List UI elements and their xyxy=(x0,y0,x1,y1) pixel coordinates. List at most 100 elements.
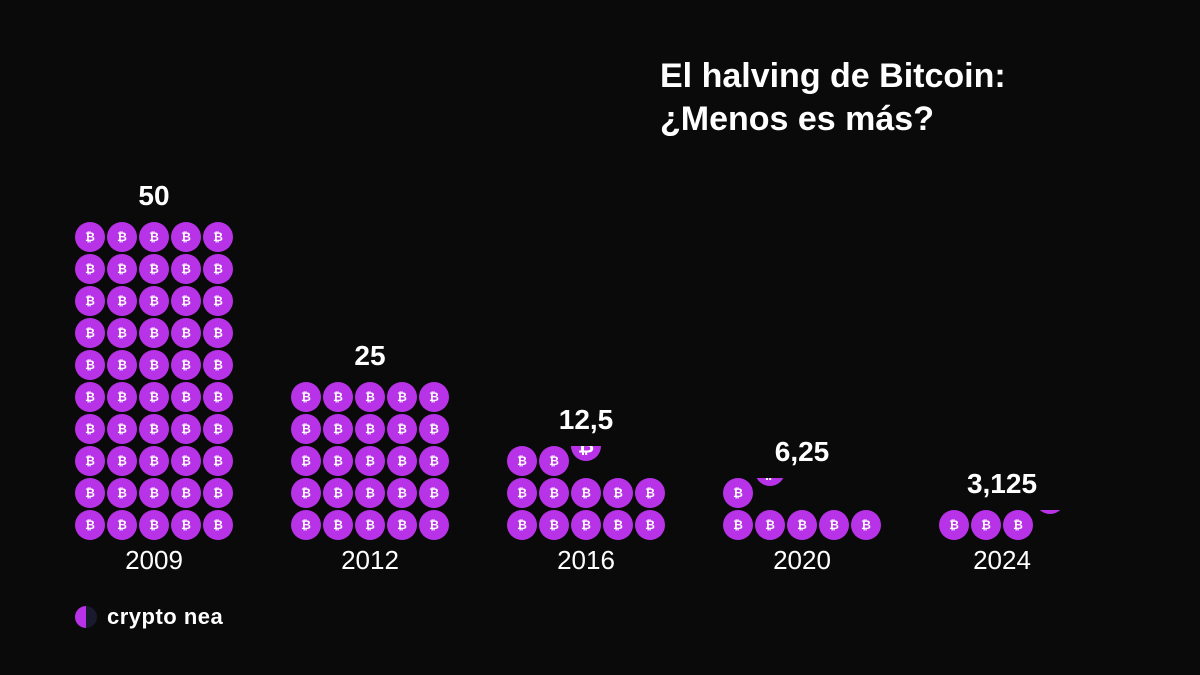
coin-unit: ₿ xyxy=(419,510,449,540)
coin-unit: ₿ xyxy=(507,510,537,540)
coin-unit: ₿ xyxy=(203,382,233,412)
svg-text:₿: ₿ xyxy=(333,486,343,500)
title-line-1: El halving de Bitcoin: xyxy=(660,55,1006,98)
svg-text:₿: ₿ xyxy=(149,390,159,404)
bitcoin-icon: ₿ xyxy=(297,420,315,438)
year-label: 2020 xyxy=(767,545,837,576)
svg-text:₿: ₿ xyxy=(333,390,343,404)
bitcoin-icon: ₿ xyxy=(209,292,227,310)
svg-text:₿: ₿ xyxy=(333,518,343,532)
coin-unit: ₿ xyxy=(107,382,137,412)
coin-unit: ₿ xyxy=(355,510,385,540)
bitcoin-icon: ₿ xyxy=(145,484,163,502)
svg-text:₿: ₿ xyxy=(181,454,191,468)
svg-text:₿: ₿ xyxy=(85,294,95,308)
bitcoin-icon: ₿ xyxy=(297,516,315,534)
svg-text:₿: ₿ xyxy=(429,518,439,532)
coin-unit: ₿ xyxy=(939,510,969,540)
coin-unit: ₿ xyxy=(539,510,569,540)
bitcoin-icon: ₿ xyxy=(977,516,995,534)
bitcoin-icon: ₿ xyxy=(177,484,195,502)
year-label: 2024 xyxy=(967,545,1037,576)
coin-unit: ₿ xyxy=(107,318,137,348)
bitcoin-icon: ₿ xyxy=(113,388,131,406)
coin-row: ₿ ₿ ₿ ₿ ₿ xyxy=(291,382,449,412)
coin-unit: ₿ xyxy=(203,510,233,540)
coin-row: ₿ ₿ ₿ ₿ ₿ xyxy=(75,254,233,284)
coin-unit: ₿ xyxy=(171,254,201,284)
coin-stack: ₿ ₿ ₿ ₿ ₿ ₿ ₿ ₿ ₿ ₿ ₿ ₿ ₿ ₿ ₿ ₿ ₿ ₿ ₿ ₿ … xyxy=(291,382,449,540)
svg-text:₿: ₿ xyxy=(981,518,991,532)
bitcoin-icon: ₿ xyxy=(113,356,131,374)
bitcoin-icon: ₿ xyxy=(145,420,163,438)
coin-row: ₿ ₿ ₿ ₿ ₿ xyxy=(291,446,449,476)
bitcoin-icon: ₿ xyxy=(577,516,595,534)
bitcoin-icon: ₿ xyxy=(857,516,875,534)
bitcoin-icon: ₿ xyxy=(393,388,411,406)
coin-unit: ₿ xyxy=(139,382,169,412)
svg-text:₿: ₿ xyxy=(397,422,407,436)
bitcoin-icon: ₿ xyxy=(329,452,347,470)
svg-text:₿: ₿ xyxy=(429,390,439,404)
coin-unit-partial: ₿ xyxy=(571,446,601,461)
bitcoin-icon: ₿ xyxy=(209,324,227,342)
coin-unit: ₿ xyxy=(507,446,537,476)
chart-column: 50 ₿ ₿ ₿ ₿ ₿ ₿ ₿ ₿ ₿ ₿ ₿ ₿ ₿ ₿ ₿ ₿ ₿ ₿ ₿… xyxy=(75,180,233,540)
svg-text:₿: ₿ xyxy=(301,454,311,468)
coin-unit: ₿ xyxy=(603,478,633,508)
coin-unit: ₿ xyxy=(323,478,353,508)
bitcoin-icon: ₿ xyxy=(209,420,227,438)
bitcoin-icon: ₿ xyxy=(361,484,379,502)
bitcoin-icon: ₿ xyxy=(577,484,595,502)
bitcoin-icon: ₿ xyxy=(297,452,315,470)
svg-text:₿: ₿ xyxy=(762,478,778,482)
svg-text:₿: ₿ xyxy=(149,230,159,244)
bitcoin-icon: ₿ xyxy=(761,516,779,534)
brand-name: crypto nea xyxy=(107,604,223,630)
coin-unit: ₿ xyxy=(787,510,817,540)
bitcoin-icon: ₿ xyxy=(425,420,443,438)
coin-unit: ₿ xyxy=(723,478,753,508)
svg-text:₿: ₿ xyxy=(85,358,95,372)
bitcoin-icon: ₿ xyxy=(81,452,99,470)
chart-title: El halving de Bitcoin: ¿Menos es más? xyxy=(660,55,1006,140)
svg-text:₿: ₿ xyxy=(733,518,743,532)
coin-row: ₿ ₿ ₿ ₿ ₿ xyxy=(75,478,233,508)
svg-text:₿: ₿ xyxy=(517,518,527,532)
svg-text:₿: ₿ xyxy=(829,518,839,532)
coin-unit: ₿ xyxy=(107,254,137,284)
coin-unit: ₿ xyxy=(139,222,169,252)
bitcoin-icon: ₿ xyxy=(209,356,227,374)
bitcoin-icon: ₿ xyxy=(729,516,747,534)
value-label: 3,125 xyxy=(967,468,1037,500)
bitcoin-icon: ₿ xyxy=(113,260,131,278)
bitcoin-icon: ₿ xyxy=(177,452,195,470)
coin-row: ₿ ₿ ₿ ₿ ₿ xyxy=(75,286,233,316)
svg-text:₿: ₿ xyxy=(117,326,127,340)
coin-unit: ₿ xyxy=(107,222,137,252)
coin-unit: ₿ xyxy=(851,510,881,540)
svg-text:₿: ₿ xyxy=(181,358,191,372)
bitcoin-icon: ₿ xyxy=(145,292,163,310)
coin-unit: ₿ xyxy=(419,478,449,508)
coin-unit-partial: ₿ xyxy=(1035,510,1065,514)
svg-text:₿: ₿ xyxy=(365,422,375,436)
coin-unit: ₿ xyxy=(203,318,233,348)
svg-text:₿: ₿ xyxy=(549,454,559,468)
year-label: 2009 xyxy=(119,545,189,576)
bitcoin-icon: ₿ xyxy=(177,420,195,438)
bitcoin-icon: ₿ xyxy=(329,388,347,406)
bitcoin-icon: ₿ xyxy=(145,356,163,374)
coin-unit: ₿ xyxy=(139,254,169,284)
svg-text:₿: ₿ xyxy=(117,390,127,404)
bitcoin-icon: ₿ xyxy=(113,324,131,342)
bitcoin-icon: ₿ xyxy=(209,228,227,246)
chart-column: 6,25 ₿ ₿ ₿ ₿ ₿ ₿ ₿ xyxy=(723,436,881,540)
coin-unit: ₿ xyxy=(139,286,169,316)
bitcoin-icon: ₿ xyxy=(145,324,163,342)
chart-column: 25 ₿ ₿ ₿ ₿ ₿ ₿ ₿ ₿ ₿ ₿ ₿ ₿ ₿ ₿ ₿ ₿ ₿ ₿ ₿… xyxy=(291,340,449,540)
svg-text:₿: ₿ xyxy=(429,486,439,500)
svg-text:₿: ₿ xyxy=(429,422,439,436)
svg-text:₿: ₿ xyxy=(117,518,127,532)
coin-unit: ₿ xyxy=(203,350,233,380)
